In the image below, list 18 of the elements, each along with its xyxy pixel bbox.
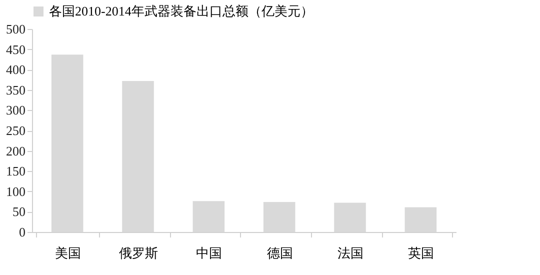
y-tick-label: 250 xyxy=(6,123,26,138)
y-tick-label: 100 xyxy=(6,184,26,199)
y-tick-label: 400 xyxy=(6,62,26,78)
y-tick-label: 0 xyxy=(19,224,26,240)
y-tick-label: 50 xyxy=(12,204,26,220)
legend-label: 各国2010-2014年武器装备出口总额（亿美元） xyxy=(49,4,314,18)
x-tick-label: 法国 xyxy=(338,246,364,260)
y-tick-label: 200 xyxy=(6,143,26,158)
y-tick-label: 300 xyxy=(6,102,26,118)
y-tick-label: 350 xyxy=(6,82,26,98)
y-tick-label: 450 xyxy=(6,42,26,57)
y-tick-label: 500 xyxy=(6,22,26,36)
x-tick-label: 美国 xyxy=(54,246,81,260)
x-tick-label: 俄罗斯 xyxy=(119,246,158,260)
x-tick-label: 德国 xyxy=(266,246,293,260)
y-tick-label: 150 xyxy=(6,164,26,179)
x-tick-label: 中国 xyxy=(196,246,222,260)
x-tick-label: 英国 xyxy=(408,246,434,260)
